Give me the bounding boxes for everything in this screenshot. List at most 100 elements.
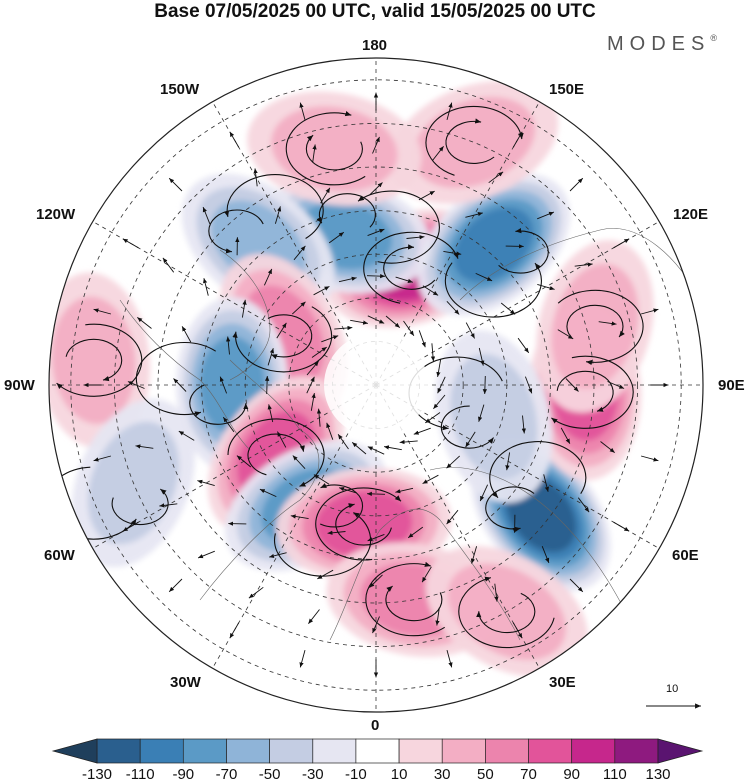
modes-logo: MODES® [607,33,717,56]
map-disk [49,58,703,712]
flow-arrow [264,375,270,395]
flow-arrow [465,322,475,339]
colorbar-bin [485,738,529,764]
colorbar-bin [226,738,271,764]
coastline [329,508,521,641]
colorbar-bin [441,738,486,764]
flow-arrow [290,514,309,520]
flow-arrow [613,238,630,249]
streamline [135,341,216,417]
flow-arrow [277,431,287,448]
anomaly-field [49,80,654,678]
page-title: Base 07/05/2025 00 UTC, valid 15/05/2025… [154,1,596,22]
coastline [119,299,251,451]
flow-arrow [406,235,425,240]
streamline [458,576,555,649]
flow-arrow [259,488,277,498]
flow-arrow [162,257,175,273]
flow-arrow [413,427,431,435]
flow-arrow [127,381,145,389]
flow-arrow [338,276,357,283]
flow-arrow [482,375,488,395]
flow-arrow [317,569,334,580]
flow-arrow [321,335,339,343]
flow-arrow [372,616,380,634]
streamline [444,262,542,318]
colorbar-bin [571,738,616,764]
colorbar-tick-label: -90 [172,766,195,783]
streamline [316,193,376,228]
flow-arrow [311,346,327,358]
flow-arrow [339,487,357,494]
flow-arrow [435,607,440,626]
streamline [489,441,587,499]
coastline [199,359,320,601]
coastline [219,249,271,381]
flow-arrow [640,308,659,315]
streamline [476,592,536,634]
flow-arrow [320,187,331,204]
flow-arrow [367,315,385,324]
lon-label-120e: 120E [673,206,709,223]
colorbar [51,738,704,764]
meridian [375,101,540,386]
flow-arrow [135,444,154,449]
flow-arrow [403,320,415,336]
colorbar-bin [139,738,184,764]
streamline [363,231,459,304]
latitude-circle [113,122,639,648]
flow-arrow [366,491,386,497]
streamline [498,228,549,274]
flow-arrow [574,262,593,267]
colorbar-tick-label: -130 [81,766,113,783]
flow-arrow [316,408,322,427]
colorbar-bin [269,738,314,764]
flow-arrow [219,376,228,394]
flow-arrow [369,182,383,196]
flow-arrow [421,566,432,583]
flow-arrow [446,509,459,525]
flow-arrow [430,343,436,362]
polar-cap [324,333,428,437]
lon-label-30e: 30E [549,674,576,691]
colorbar-bin [398,738,443,764]
flow-arrow [475,272,493,282]
flow-arrow [505,452,511,471]
anomaly-contour [271,106,398,192]
flow-arrow [465,431,476,448]
flow-arrow [367,446,385,455]
flow-arrow [313,474,330,485]
streamline [357,190,440,264]
streamline [425,105,524,176]
colorbar-tick-label: 50 [477,766,494,783]
flow-arrow [93,308,112,315]
lon-label-60e: 60E [672,547,699,564]
flow-arrow [236,455,252,468]
meridian [92,221,377,386]
flow-arrow [565,378,579,392]
flow-arrow [327,530,346,535]
anomaly-contour [453,207,534,283]
flow-arrow [479,484,489,502]
flow-arrow [446,102,453,121]
meridian [375,384,660,549]
lon-label-150e: 150E [549,81,585,98]
flow-arrow [248,586,264,599]
colorbar-bin [312,738,357,764]
flow-arrow [306,376,315,394]
flow-arrow [569,177,584,192]
flow-arrow [350,319,368,325]
streamline [223,174,324,239]
flow-arrow [384,445,402,451]
streamlines [49,92,669,678]
flow-arrow [422,285,439,296]
streamline [485,486,535,532]
flow-arrow [299,649,306,668]
colorbar-bin [528,738,573,764]
flow-arrow [293,245,306,261]
flow-arrow [269,552,287,559]
meridian [212,101,377,386]
streamline [556,370,614,412]
lon-label-90w: 90W [4,377,35,394]
streamline [247,433,305,476]
